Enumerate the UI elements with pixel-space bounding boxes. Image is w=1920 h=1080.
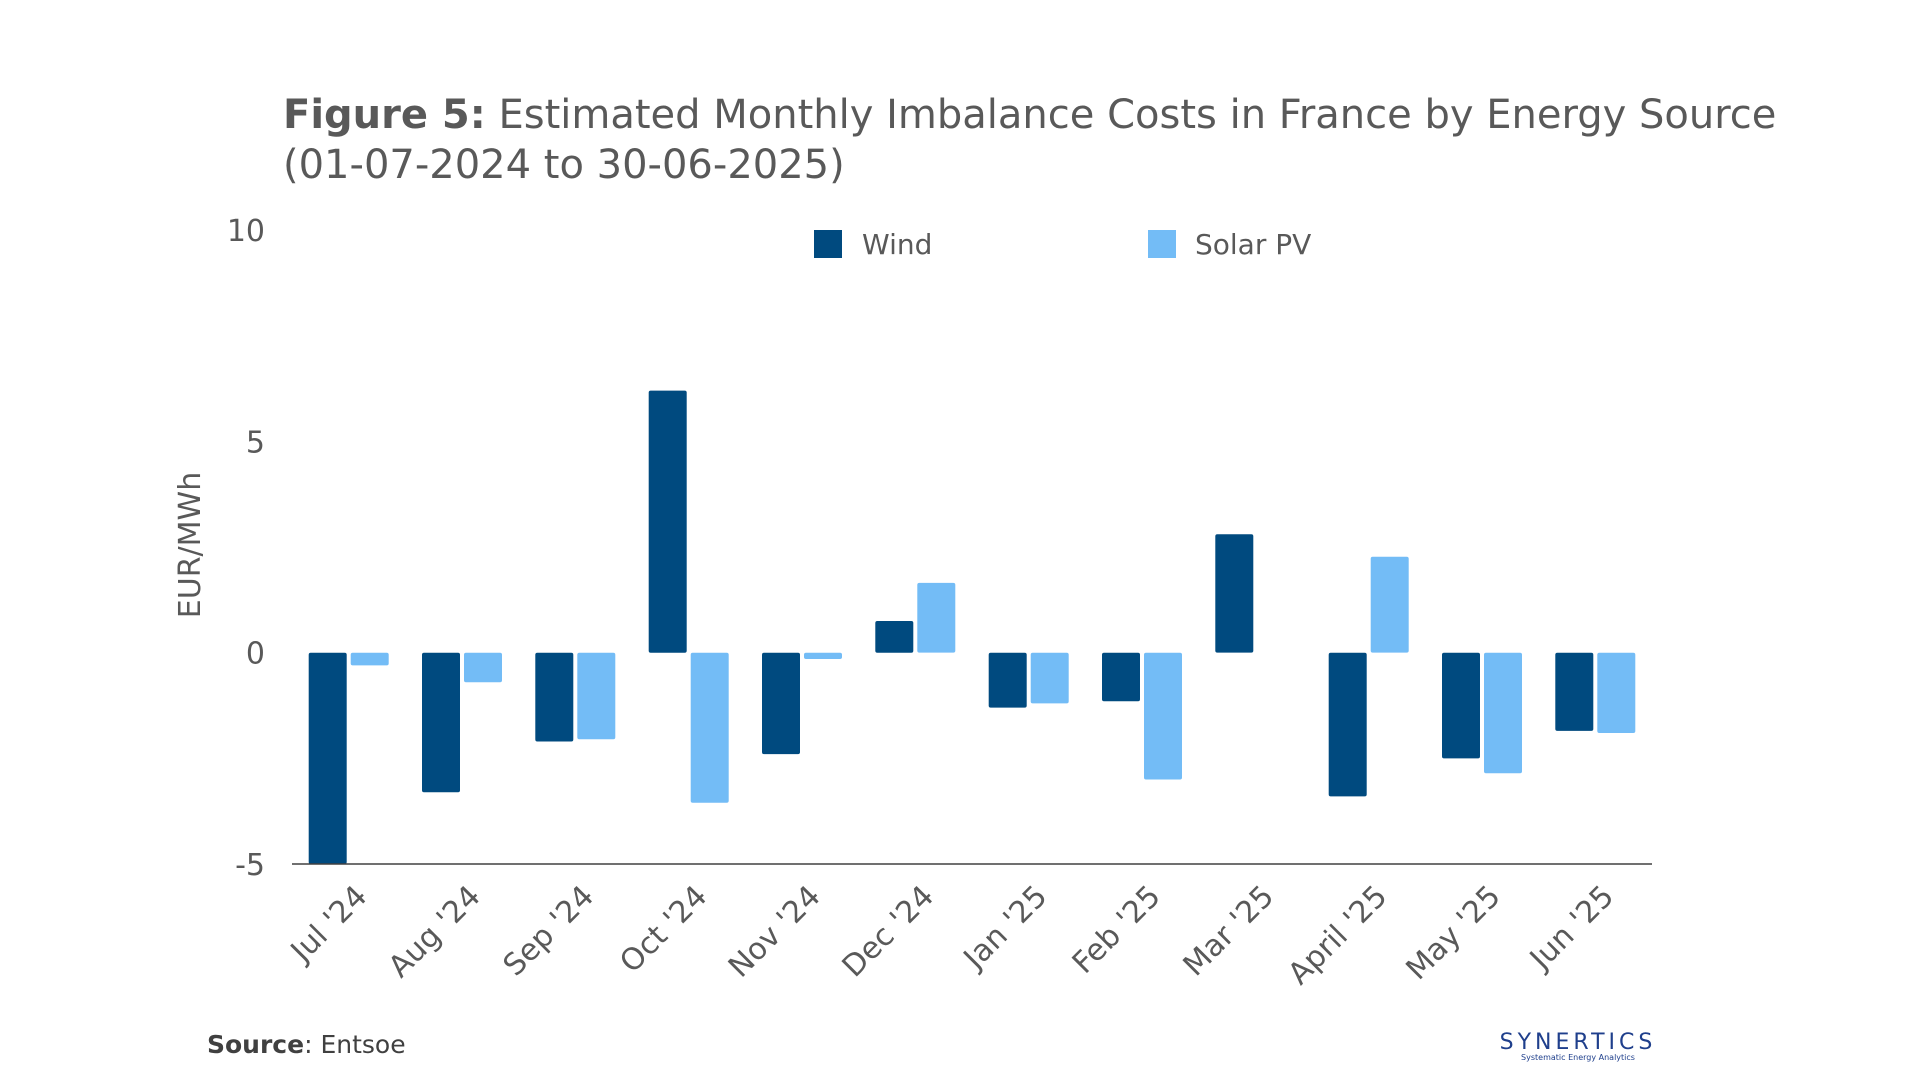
source-note: Source: Entsoe <box>207 1030 406 1059</box>
x-tick-label: Oct '24 <box>613 879 714 980</box>
x-tick-label: Jan '25 <box>956 879 1054 977</box>
bar-wind <box>308 652 347 864</box>
x-tick-label: Feb '25 <box>1066 879 1168 981</box>
x-axis-ticks: Jul '24 Aug '24 Sep '24 Oct '24 Nov '24 Dec '… <box>283 879 1621 992</box>
bar-wind <box>1328 652 1367 797</box>
bar-wind <box>1215 534 1254 653</box>
bar-wind <box>535 652 574 742</box>
chart-title-text: Estimated Monthly Imbalance Costs in Fra… <box>283 92 1777 188</box>
legend-label-solar: Solar PV <box>1195 228 1311 261</box>
bar-wind <box>1102 652 1140 702</box>
source-label: Source <box>207 1030 305 1059</box>
bar-solar-pv <box>1484 652 1522 774</box>
y-tick-label: 5 <box>246 425 265 460</box>
bar-solar-pv <box>1030 652 1069 704</box>
bar-solar-pv <box>917 582 956 653</box>
x-tick-label: Jun '25 <box>1522 879 1621 978</box>
logo-tagline: Systematic Energy Analytics <box>1521 1053 1635 1062</box>
x-tick-label: Dec '24 <box>836 879 941 984</box>
bar-wind <box>1555 652 1594 731</box>
logo-name: SYNERTICS <box>1499 1030 1657 1055</box>
bar-wind <box>988 652 1027 708</box>
bar-wind <box>1442 652 1480 759</box>
legend: Wind Solar PV <box>814 228 1311 261</box>
x-tick-label: Nov '24 <box>722 879 828 985</box>
y-tick-label: 10 <box>227 214 265 249</box>
x-tick-label: Jul '24 <box>283 879 374 970</box>
bars <box>308 390 1636 864</box>
bar-wind <box>422 652 460 793</box>
x-tick-label: May '25 <box>1399 879 1507 987</box>
bar-solar-pv <box>350 652 389 666</box>
bar-wind <box>648 390 687 653</box>
legend-label-wind: Wind <box>862 228 932 261</box>
y-tick-label: -5 <box>235 848 265 883</box>
bar-wind <box>762 652 800 755</box>
bar-solar-pv <box>577 652 616 740</box>
bar-solar-pv <box>1144 652 1182 780</box>
y-axis-ticks: 10 5 0 -5 <box>227 214 265 883</box>
chart-title: Figure 5: Estimated Monthly Imbalance Co… <box>283 90 1843 190</box>
x-tick-label: Sep '24 <box>497 879 601 983</box>
bar-wind <box>875 621 914 653</box>
bar-solar-pv <box>1370 556 1409 653</box>
legend-swatch-wind <box>814 230 842 258</box>
source-text: : Entsoe <box>304 1030 406 1059</box>
x-tick-label: Mar '25 <box>1177 879 1281 983</box>
y-axis-label: EUR/MWh <box>173 472 208 618</box>
bar-solar-pv <box>690 652 729 803</box>
synertics-logo: SYNERTICS Systematic Energy Analytics <box>1488 1030 1668 1062</box>
bar-solar-pv <box>1597 652 1636 733</box>
x-tick-label: April '25 <box>1282 879 1395 992</box>
x-tick-label: Aug '24 <box>382 879 488 985</box>
bar-solar-pv <box>464 652 502 683</box>
bar-solar-pv <box>804 652 842 659</box>
legend-swatch-solar <box>1148 230 1176 258</box>
y-tick-label: 0 <box>246 637 265 672</box>
figure-label: Figure 5: <box>283 92 486 138</box>
